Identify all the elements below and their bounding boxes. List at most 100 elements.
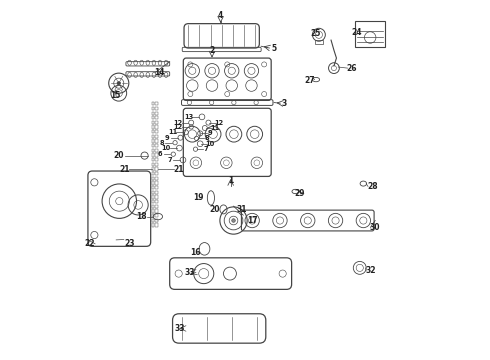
Bar bbox=[155, 186, 158, 189]
Bar bbox=[152, 195, 154, 199]
Text: 33: 33 bbox=[184, 268, 195, 277]
Bar bbox=[155, 200, 158, 203]
Bar bbox=[152, 126, 154, 129]
Text: 30: 30 bbox=[369, 223, 380, 232]
Bar bbox=[152, 144, 154, 147]
Bar bbox=[155, 214, 158, 217]
Text: 5: 5 bbox=[271, 44, 276, 53]
Bar bbox=[155, 163, 158, 166]
Text: 26: 26 bbox=[346, 64, 357, 73]
Bar bbox=[152, 116, 154, 120]
Text: 21: 21 bbox=[120, 165, 130, 174]
Bar bbox=[155, 121, 158, 124]
Text: 9: 9 bbox=[165, 135, 170, 141]
Text: 32: 32 bbox=[366, 266, 376, 275]
Text: 12: 12 bbox=[173, 120, 183, 126]
Text: 2: 2 bbox=[209, 46, 215, 55]
Text: 33: 33 bbox=[174, 324, 185, 333]
Text: 15: 15 bbox=[110, 91, 121, 100]
Bar bbox=[155, 177, 158, 180]
Text: 11: 11 bbox=[168, 129, 177, 135]
Text: 12: 12 bbox=[173, 124, 183, 130]
Bar bbox=[155, 181, 158, 185]
Bar bbox=[152, 177, 154, 180]
Bar bbox=[152, 130, 154, 134]
Text: 8: 8 bbox=[159, 140, 164, 146]
Bar bbox=[155, 116, 158, 120]
Bar bbox=[152, 158, 154, 161]
Bar bbox=[152, 186, 154, 189]
Bar bbox=[155, 149, 158, 152]
Bar bbox=[152, 121, 154, 124]
Text: 20: 20 bbox=[209, 205, 220, 214]
Bar bbox=[152, 139, 154, 143]
Bar bbox=[152, 191, 154, 194]
Bar bbox=[152, 200, 154, 203]
Bar bbox=[155, 172, 158, 175]
Text: 17: 17 bbox=[247, 216, 258, 225]
Text: 14: 14 bbox=[154, 68, 165, 77]
Text: 1: 1 bbox=[228, 176, 233, 185]
Bar bbox=[155, 102, 158, 105]
Text: 19: 19 bbox=[193, 193, 204, 202]
Bar bbox=[152, 181, 154, 185]
Bar bbox=[155, 112, 158, 115]
Bar bbox=[155, 219, 158, 222]
Text: 24: 24 bbox=[351, 28, 362, 37]
Bar bbox=[152, 153, 154, 157]
Text: 31: 31 bbox=[236, 205, 246, 214]
Text: 10: 10 bbox=[206, 141, 215, 147]
Text: 3: 3 bbox=[281, 99, 286, 108]
Bar bbox=[155, 158, 158, 161]
Text: 23: 23 bbox=[124, 239, 135, 248]
Bar bbox=[155, 195, 158, 199]
Text: 7: 7 bbox=[168, 157, 172, 163]
Bar bbox=[155, 153, 158, 157]
Bar bbox=[355, 22, 385, 47]
Circle shape bbox=[232, 219, 235, 222]
Circle shape bbox=[117, 81, 121, 85]
Bar bbox=[315, 40, 323, 44]
Bar bbox=[155, 205, 158, 208]
Text: 4: 4 bbox=[218, 10, 223, 19]
Bar bbox=[152, 112, 154, 115]
Text: 9: 9 bbox=[208, 130, 213, 136]
Text: 16: 16 bbox=[190, 248, 201, 257]
Text: 7: 7 bbox=[203, 146, 208, 152]
Bar bbox=[152, 214, 154, 217]
Bar bbox=[152, 167, 154, 171]
Bar bbox=[155, 135, 158, 138]
Text: 11: 11 bbox=[210, 125, 220, 131]
Text: 28: 28 bbox=[367, 182, 378, 191]
Bar bbox=[152, 163, 154, 166]
Text: 18: 18 bbox=[136, 212, 147, 221]
Text: 25: 25 bbox=[311, 29, 321, 38]
Text: 6: 6 bbox=[158, 151, 162, 157]
Bar bbox=[155, 139, 158, 143]
Bar bbox=[152, 224, 154, 226]
Bar bbox=[152, 149, 154, 152]
Text: 8: 8 bbox=[204, 135, 209, 141]
Bar bbox=[152, 107, 154, 110]
Bar bbox=[155, 191, 158, 194]
Bar bbox=[152, 102, 154, 105]
Bar bbox=[155, 126, 158, 129]
Text: 22: 22 bbox=[85, 239, 96, 248]
Bar bbox=[152, 210, 154, 213]
Bar bbox=[152, 205, 154, 208]
Text: 29: 29 bbox=[294, 189, 305, 198]
Text: 10: 10 bbox=[162, 145, 171, 151]
Text: 21: 21 bbox=[173, 165, 184, 174]
Bar bbox=[155, 167, 158, 171]
Bar bbox=[152, 135, 154, 138]
Text: 27: 27 bbox=[304, 76, 315, 85]
Bar bbox=[155, 130, 158, 134]
Bar bbox=[155, 210, 158, 213]
Bar bbox=[152, 172, 154, 175]
Text: 13: 13 bbox=[184, 114, 194, 120]
Text: 12: 12 bbox=[214, 120, 223, 126]
Bar bbox=[155, 224, 158, 226]
Bar bbox=[155, 144, 158, 147]
Bar bbox=[155, 107, 158, 110]
Bar bbox=[152, 219, 154, 222]
